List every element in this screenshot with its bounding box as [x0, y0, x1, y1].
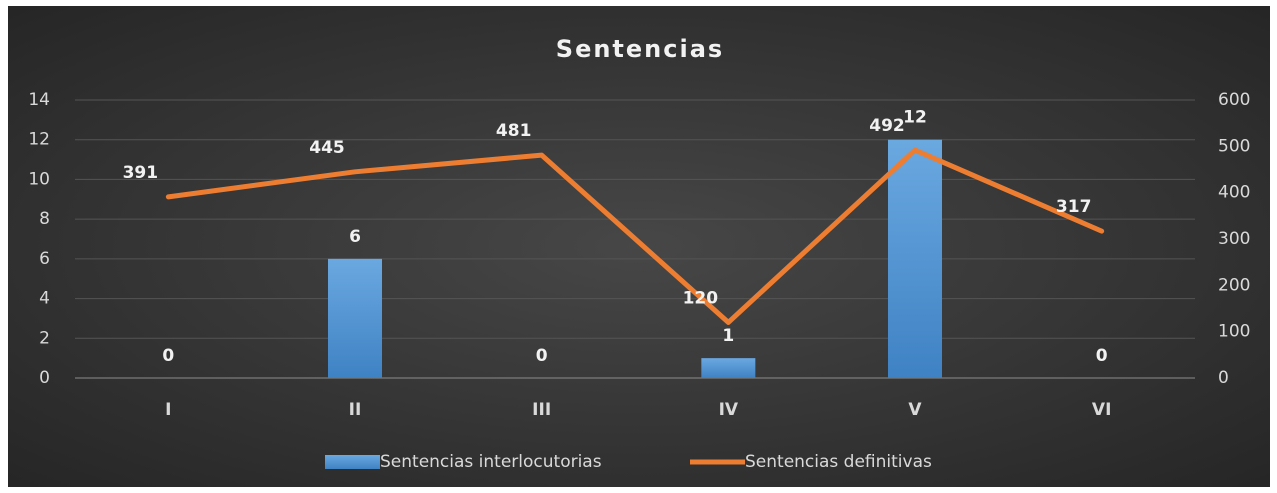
y-tick-label: 14: [28, 90, 50, 110]
x-tick-label: III: [532, 400, 551, 420]
y-tick-label: 8: [39, 209, 50, 229]
data-label: 481: [496, 121, 532, 141]
x-tick-label: II: [349, 400, 362, 420]
y2-tick-label: 100: [1218, 322, 1250, 342]
y-tick-label: 2: [39, 328, 50, 348]
data-label: 445: [309, 138, 345, 158]
x-tick-label: I: [165, 400, 171, 420]
data-label: 12: [903, 108, 927, 128]
x-tick-label: IV: [719, 400, 739, 420]
data-label: 0: [162, 346, 174, 366]
y2-tick-label: 600: [1218, 90, 1250, 110]
legend-label: Sentencias definitivas: [745, 452, 932, 472]
bar: [888, 139, 942, 378]
bar: [328, 258, 382, 378]
y-tick-label: 12: [28, 130, 50, 150]
y-tick-label: 4: [39, 289, 50, 309]
data-label: 391: [123, 163, 159, 183]
y2-tick-label: 0: [1218, 368, 1229, 388]
chart-background: [8, 6, 1270, 487]
data-label: 1: [722, 326, 734, 346]
y2-tick-label: 200: [1218, 275, 1250, 295]
y-tick-label: 10: [28, 169, 50, 189]
y2-tick-label: 500: [1218, 136, 1250, 156]
bar: [701, 358, 756, 378]
line: [165, 147, 1105, 325]
legend-swatch: [325, 455, 380, 469]
y-tick-label: 0: [39, 368, 50, 388]
y2-tick-label: 400: [1218, 183, 1250, 203]
x-tick-label: V: [908, 400, 922, 420]
data-label: 6: [349, 227, 361, 247]
data-label: 0: [1096, 346, 1108, 366]
y-tick-label: 6: [39, 249, 50, 269]
data-label: 317: [1056, 197, 1092, 217]
data-label: 492: [869, 116, 905, 136]
y2-tick-label: 300: [1218, 229, 1250, 249]
data-label: 0: [536, 346, 548, 366]
data-label: 120: [683, 288, 719, 308]
legend-label: Sentencias interlocutorias: [380, 452, 602, 472]
x-tick-label: VI: [1092, 400, 1111, 420]
chart-title: Sentencias: [556, 35, 724, 63]
